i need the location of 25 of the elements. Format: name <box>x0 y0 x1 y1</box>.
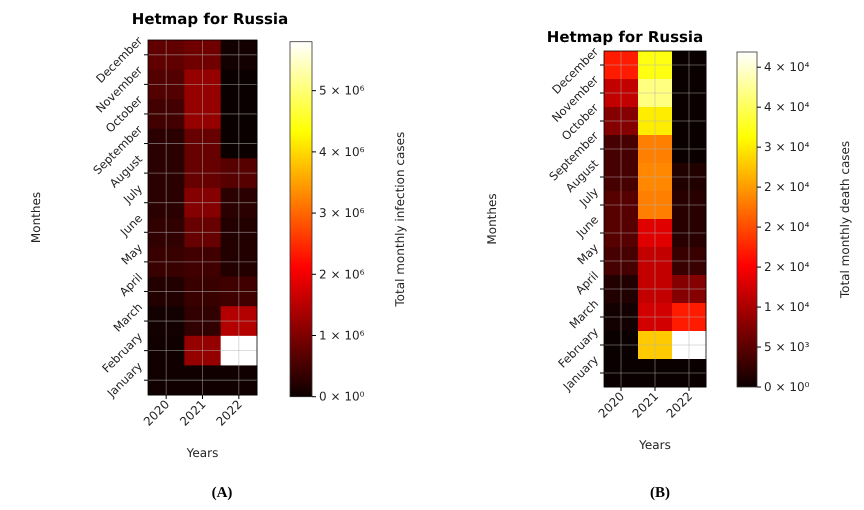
color-bar-label: 4 × 10⁴ <box>764 60 810 74</box>
x-axis-title: Years <box>186 446 218 460</box>
color-bar-label: 4 × 10⁴ <box>764 100 810 114</box>
text: (B) <box>650 485 670 501</box>
color-bar-title: Total monthly death cases <box>838 140 852 300</box>
x-axis-title: Years <box>638 438 671 452</box>
color-bar-label: 2 × 10⁴ <box>764 260 810 274</box>
color-bar-label: 5 × 10³ <box>764 340 810 354</box>
text: (A) <box>212 485 232 501</box>
color-bar-title: Total monthly infection cases <box>393 132 407 308</box>
color-bar-label: 0 × 10⁰ <box>319 390 365 404</box>
color-bar-label: 3 × 10⁴ <box>764 140 810 154</box>
color-bar-label: 2 × 10⁶ <box>319 267 365 282</box>
y-axis-title: Monthes <box>29 192 43 244</box>
color-bar-label: 2 × 10⁴ <box>764 180 810 194</box>
y-axis-title: Monthes <box>485 193 499 245</box>
color-bar-label: 0 × 10⁰ <box>764 380 810 394</box>
chart-title: Hetmap for Russia <box>546 28 704 46</box>
chart-title: Hetmap for Russia <box>132 10 288 28</box>
color-bar-label: 3 × 10⁶ <box>319 206 365 220</box>
color-bar-label: 1 × 10⁶ <box>319 328 365 342</box>
color-bar-label: 1 × 10⁴ <box>764 300 810 314</box>
color-bar-label: 2 × 10⁴ <box>764 220 810 234</box>
color-bar-label: 5 × 10⁶ <box>319 84 365 98</box>
color-bar-label: 4 × 10⁶ <box>319 144 365 159</box>
